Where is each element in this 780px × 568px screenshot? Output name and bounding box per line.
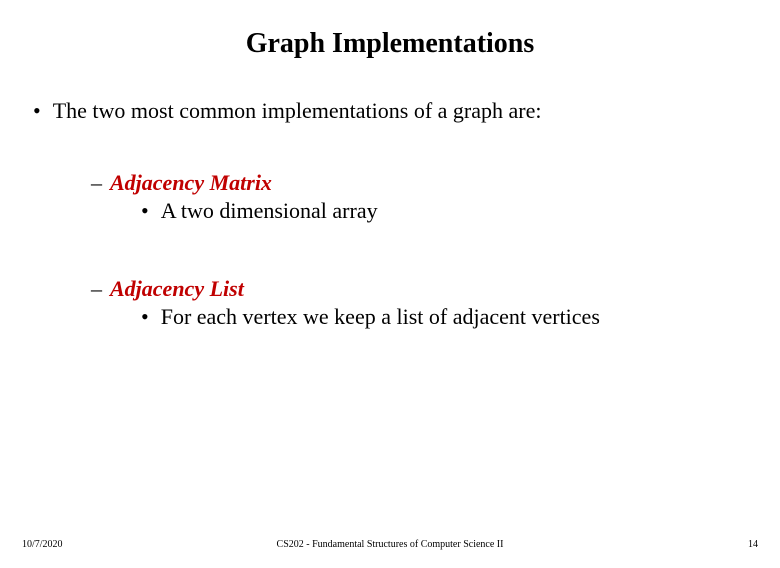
heading-text-1: Adjacency List <box>110 276 244 302</box>
item-heading-1: – Adjacency List <box>91 276 747 302</box>
dash-marker: – <box>91 170 102 196</box>
slide-title: Graph Implementations <box>0 28 780 60</box>
sub-text-1: For each vertex we keep a list of adjace… <box>161 304 600 330</box>
bullet-marker: • <box>33 98 41 124</box>
item-sub-0: • A two dimensional array <box>141 198 747 224</box>
footer-page-number: 14 <box>748 539 758 550</box>
heading-text-0: Adjacency Matrix <box>110 170 272 196</box>
item-heading-0: – Adjacency Matrix <box>91 170 747 196</box>
item-group-0: – Adjacency Matrix • A two dimensional a… <box>33 170 747 224</box>
intro-bullet: • The two most common implementations of… <box>33 98 747 124</box>
footer-date: 10/7/2020 <box>22 539 63 550</box>
bullet-marker: • <box>141 198 149 224</box>
slide-content: • The two most common implementations of… <box>0 98 780 330</box>
dash-marker: – <box>91 276 102 302</box>
intro-text: The two most common implementations of a… <box>53 98 542 124</box>
footer-course: CS202 - Fundamental Structures of Comput… <box>277 539 504 550</box>
sub-text-0: A two dimensional array <box>161 198 378 224</box>
bullet-marker: • <box>141 304 149 330</box>
item-group-1: – Adjacency List • For each vertex we ke… <box>33 276 747 330</box>
item-sub-1: • For each vertex we keep a list of adja… <box>141 304 747 330</box>
